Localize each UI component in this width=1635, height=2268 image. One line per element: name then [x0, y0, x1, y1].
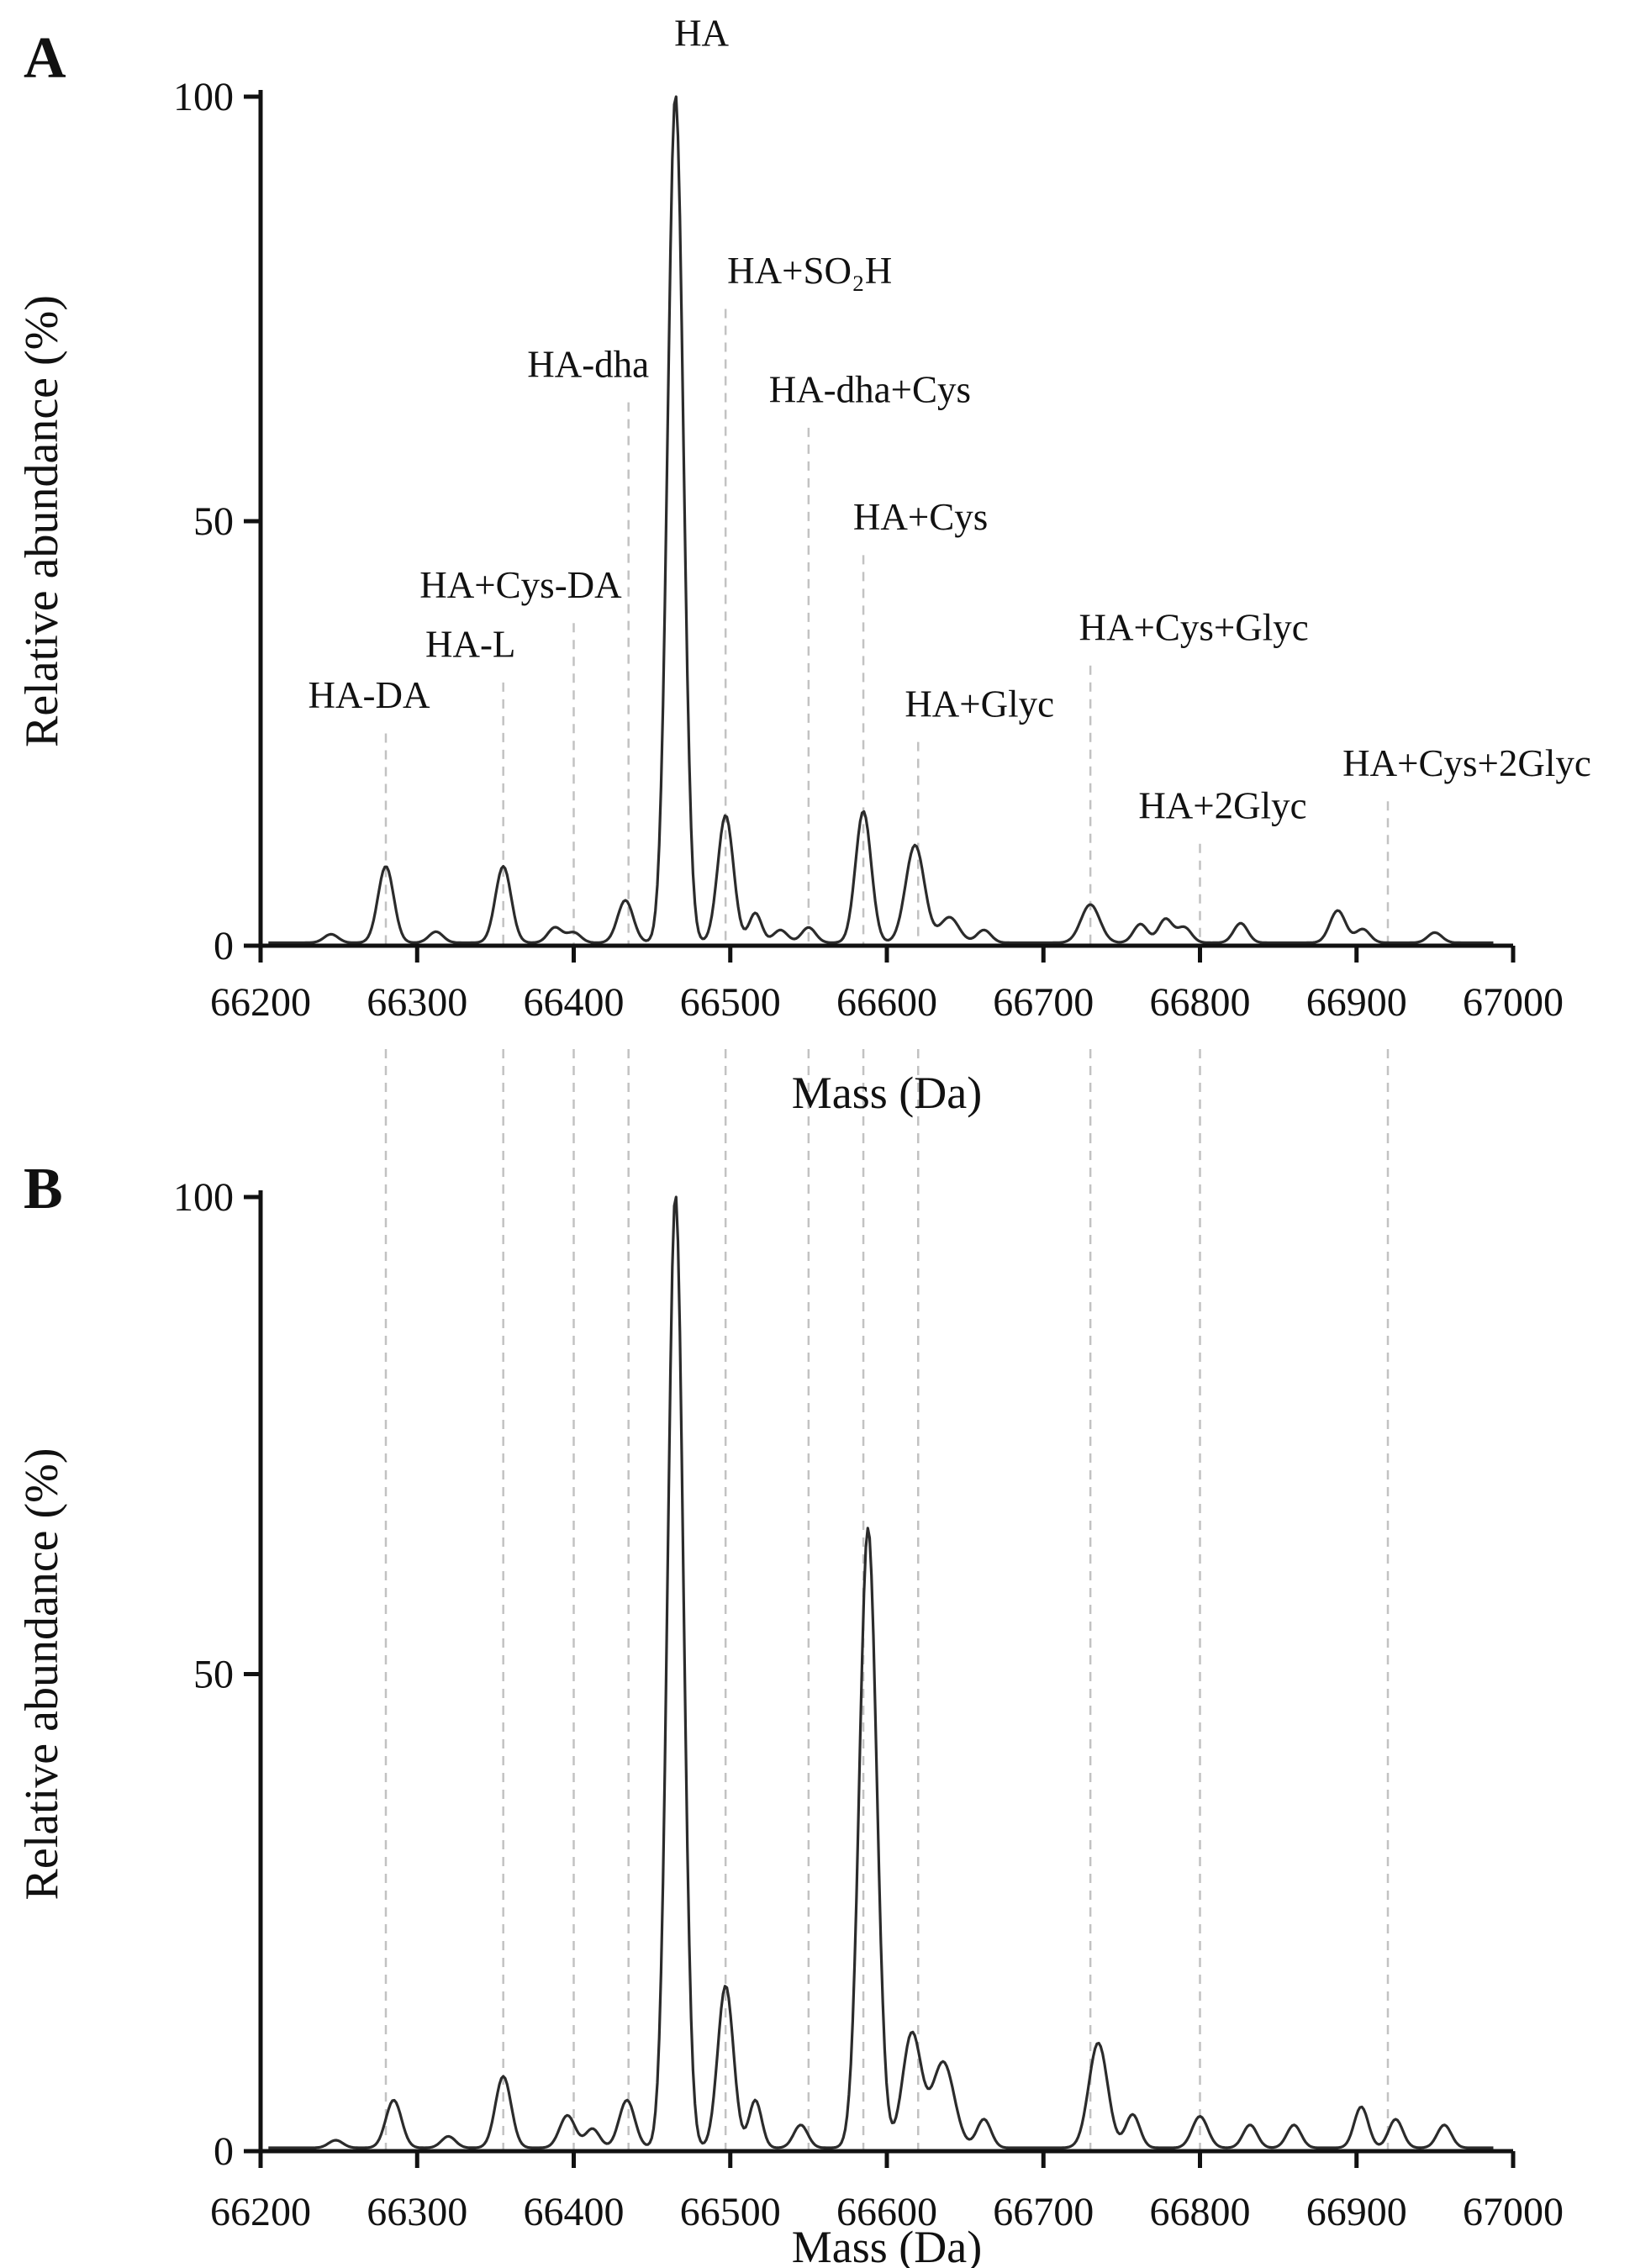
- x-tick-label: 67000: [1463, 980, 1564, 1025]
- peak-label: HA+Cys-DA: [419, 564, 622, 606]
- x-tick-label: 66900: [1306, 980, 1407, 1025]
- x-tick-label: 66800: [1150, 980, 1251, 1025]
- x-tick-label: 66300: [367, 2190, 467, 2234]
- peak-label: HA-dha+Cys: [769, 369, 971, 411]
- x-tick-label: 66200: [210, 2190, 311, 2234]
- mass-spectrum-panel-a: 0 50 100 66200 66300 66400 66500 66600 66700 6680…: [16, 12, 1591, 1134]
- y-tick-label: 50: [193, 499, 234, 544]
- peak-label: HA-dha: [527, 343, 649, 385]
- x-tick-label: 66500: [680, 980, 781, 1025]
- peak-label: HA+Cys+2Glyc: [1342, 742, 1591, 784]
- y-tick-label: 100: [173, 75, 234, 119]
- peak-label: HA+Glyc: [905, 683, 1054, 725]
- x-tick-label: 66400: [524, 980, 625, 1025]
- x-tick-label: 66500: [680, 2190, 781, 2234]
- y-tick-label: 0: [214, 924, 234, 968]
- peak-label: HA: [674, 12, 729, 54]
- peak-label: HA+2Glyc: [1138, 785, 1306, 827]
- guide-lines: [384, 1134, 1390, 2151]
- y-tick-label: 0: [214, 2129, 234, 2174]
- peak-label: HA-L: [425, 624, 515, 666]
- spectrum-trace: [268, 95, 1494, 945]
- guide-lines: [384, 309, 1390, 1134]
- axes: [244, 90, 1516, 963]
- peak-label: HA-DA: [309, 674, 430, 716]
- peak-label: HA+Cys+Glyc: [1079, 606, 1308, 648]
- axes: [244, 1190, 1516, 2168]
- x-tick-label: 66400: [524, 2190, 625, 2234]
- x-tick-label: 66700: [993, 2190, 1094, 2234]
- x-tick-label: 66600: [836, 2190, 937, 2234]
- y-axis-title: Relative abundance (%): [16, 295, 68, 747]
- x-tick-label: 66200: [210, 980, 311, 1025]
- panel-letter: B: [24, 1157, 63, 1221]
- x-axis-title: Mass (Da): [792, 2222, 982, 2268]
- x-tick-label: 66900: [1306, 2190, 1407, 2234]
- peak-label: HA+Cys: [853, 496, 988, 538]
- x-tick-label: 67000: [1463, 2190, 1564, 2234]
- mass-spectrum-panel-b: 0 50 100 66200 66300 66400 66500 66600 66700 6680…: [16, 1134, 1564, 2268]
- y-axis-title: Relative abundance (%): [16, 1448, 68, 1901]
- x-tick-label: 66700: [993, 980, 1094, 1025]
- x-tick-label: 66300: [367, 980, 467, 1025]
- spectrum-trace: [268, 1195, 1494, 2149]
- x-axis-title: Mass (Da): [792, 1068, 982, 1118]
- x-tick-label: 66800: [1150, 2190, 1251, 2234]
- panel-letter: A: [24, 26, 66, 91]
- y-tick-label: 50: [193, 1653, 234, 1697]
- y-tick-label: 100: [173, 1175, 234, 1220]
- peak-label: HA+SO₂H: [727, 250, 892, 292]
- x-tick-label: 66600: [836, 980, 937, 1025]
